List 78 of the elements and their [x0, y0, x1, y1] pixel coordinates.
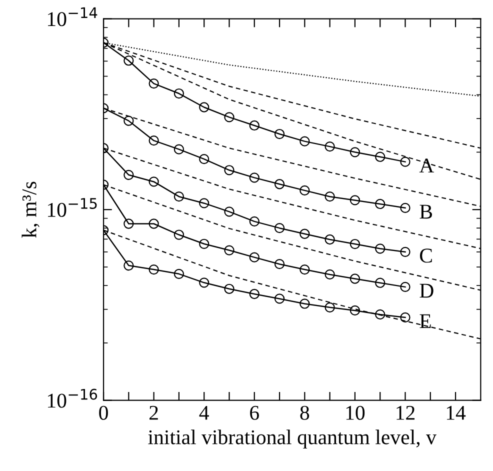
point: [148, 218, 159, 229]
point: [375, 278, 386, 288]
point: [148, 136, 159, 146]
legend-label: D: [420, 284, 434, 298]
point: [199, 198, 210, 208]
point: [350, 195, 360, 206]
y-tick-label: 10$^{−16}$: [48, 388, 98, 408]
point: [224, 112, 234, 122]
x-tick-label: 14: [446, 406, 466, 420]
point: [124, 116, 134, 126]
y-tick-label: 10$^{−15}$: [48, 198, 97, 217]
point: [375, 198, 386, 210]
point: [224, 165, 234, 176]
point: [199, 278, 210, 288]
legend-label: B: [420, 204, 432, 219]
point: [174, 268, 184, 279]
point: [400, 312, 410, 323]
point: [274, 128, 285, 140]
point: [224, 245, 234, 256]
point: [300, 185, 310, 196]
point: [148, 264, 159, 275]
y-axis-title: k, m³/s: [22, 182, 40, 238]
legend-label: A: [419, 158, 434, 172]
point: [174, 230, 184, 240]
point: [324, 302, 335, 312]
point: [224, 284, 234, 294]
x-tick-label: 0: [99, 406, 108, 420]
point: [249, 216, 260, 226]
point: [174, 88, 184, 99]
point: [350, 305, 360, 316]
point: [274, 259, 285, 270]
point: [400, 246, 410, 257]
point: [300, 136, 310, 146]
point: [375, 152, 386, 162]
point: [350, 147, 360, 158]
legend-label: C: [420, 248, 432, 263]
legend-label: E: [420, 314, 431, 328]
x-tick-label: 2: [150, 406, 158, 420]
point: [124, 170, 134, 180]
point: [375, 244, 386, 254]
point: [249, 252, 260, 262]
point: [324, 234, 335, 245]
point: [400, 202, 410, 214]
point: [124, 218, 134, 229]
point: [148, 176, 159, 187]
point: [249, 288, 260, 300]
x-tick-label: 8: [300, 406, 310, 420]
point: [300, 228, 310, 239]
point: [300, 264, 310, 275]
point: [199, 102, 210, 112]
point: [324, 269, 335, 280]
point: [249, 172, 260, 183]
point: [124, 260, 134, 271]
point: [400, 156, 410, 167]
point: [174, 144, 184, 154]
x-tick-label: 6: [250, 406, 259, 420]
y-tick-label: 10$^{−14}$: [48, 7, 98, 26]
point: [274, 294, 285, 304]
x-axis-title: initial vibrational quantum level, v: [148, 430, 436, 449]
point: [324, 142, 335, 152]
point: [350, 238, 360, 250]
point: [350, 274, 360, 284]
point: [249, 120, 260, 131]
x-tick-label: 12: [396, 406, 415, 420]
point: [324, 192, 335, 202]
point: [124, 56, 134, 66]
x-tick-label: 4: [199, 406, 209, 420]
point: [224, 206, 234, 217]
point: [375, 309, 386, 320]
point: [199, 238, 210, 249]
point: [174, 192, 184, 202]
point: [199, 154, 210, 164]
point: [274, 179, 285, 190]
x-tick-label: 10: [346, 406, 365, 420]
point: [300, 298, 310, 309]
point: [148, 78, 159, 89]
point: [400, 282, 410, 292]
point: [274, 223, 285, 234]
